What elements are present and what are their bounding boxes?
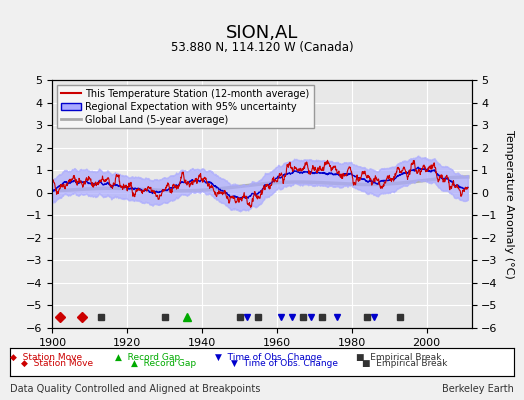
Text: ▼  Time of Obs. Change: ▼ Time of Obs. Change [215,353,322,362]
Text: ▲  Record Gap: ▲ Record Gap [131,359,196,368]
Text: ▼  Time of Obs. Change: ▼ Time of Obs. Change [231,359,337,368]
Text: SION,AL: SION,AL [226,24,298,42]
Y-axis label: Temperature Anomaly (°C): Temperature Anomaly (°C) [505,130,515,278]
Legend: This Temperature Station (12-month average), Regional Expectation with 95% uncer: This Temperature Station (12-month avera… [57,85,313,128]
Text: ■  Empirical Break: ■ Empirical Break [356,353,442,362]
Text: ■  Empirical Break: ■ Empirical Break [362,359,447,368]
Text: ◆  Station Move: ◆ Station Move [10,353,83,362]
Text: 53.880 N, 114.120 W (Canada): 53.880 N, 114.120 W (Canada) [171,41,353,54]
Text: Berkeley Earth: Berkeley Earth [442,384,514,394]
Text: ▲  Record Gap: ▲ Record Gap [115,353,180,362]
Text: ◆  Station Move: ◆ Station Move [21,359,93,368]
Text: Data Quality Controlled and Aligned at Breakpoints: Data Quality Controlled and Aligned at B… [10,384,261,394]
